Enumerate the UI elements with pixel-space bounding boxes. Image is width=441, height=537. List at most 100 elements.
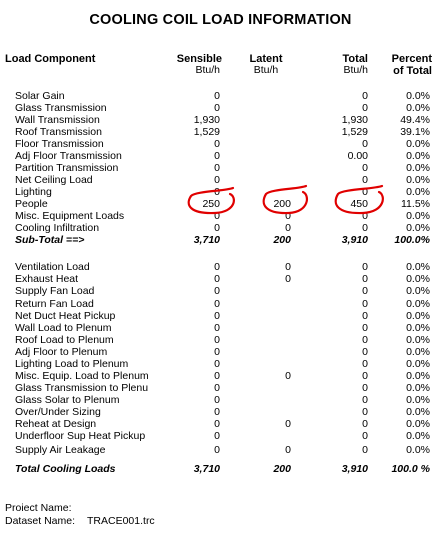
sensible-value: 0 xyxy=(214,285,220,297)
latent-value: 0 xyxy=(285,210,291,222)
percent-value: 0.0% xyxy=(406,444,430,456)
total-value: 1,930 xyxy=(341,114,368,126)
row-label: People xyxy=(15,198,48,210)
row-label: Misc. Equip. Load to Plenum xyxy=(15,370,149,382)
total-value: 0 xyxy=(362,394,368,406)
sensible-value: 250 xyxy=(202,198,220,210)
row-label: Wall Transmission xyxy=(15,114,100,126)
sensible-value: 0 xyxy=(214,370,220,382)
sensible-value: 0 xyxy=(214,222,220,234)
sensible-value: 3,710 xyxy=(193,234,220,246)
row-label: Ventilation Load xyxy=(15,261,90,273)
total-highlight-circle xyxy=(334,184,384,215)
sensible-value: 0 xyxy=(214,418,220,430)
total-value: 0 xyxy=(362,162,368,174)
total-value: 0 xyxy=(362,334,368,346)
percent-value: 0.0% xyxy=(406,273,430,285)
percent-value: 0.0% xyxy=(406,430,430,442)
total-value: 0 xyxy=(362,298,368,310)
percent-value: 100.0% xyxy=(394,234,430,246)
percent-value: 0.0% xyxy=(406,210,430,222)
percent-value: 0.0% xyxy=(406,394,430,406)
percent-value: 0.0% xyxy=(406,222,430,234)
percent-value: 0.0% xyxy=(406,370,430,382)
latent-highlight-circle xyxy=(262,184,309,215)
sensible-value: 0 xyxy=(214,102,220,114)
percent-value: 0.0% xyxy=(406,382,430,394)
total-value: 1,529 xyxy=(341,126,368,138)
total-value: 0 xyxy=(362,406,368,418)
latent-value: 0 xyxy=(285,222,291,234)
percent-value: 0.0% xyxy=(406,90,430,102)
latent-value: 0 xyxy=(285,370,291,382)
sensible-value: 0 xyxy=(214,174,220,186)
total-value: 0 xyxy=(362,322,368,334)
header-total: Total xyxy=(342,53,368,65)
sensible-value: 0 xyxy=(214,261,220,273)
latent-value: 200 xyxy=(273,463,291,475)
percent-value: 11.5% xyxy=(401,198,430,210)
percent-value: 0.0% xyxy=(406,346,430,358)
sensible-value: 0 xyxy=(214,186,220,198)
sensible-value: 0 xyxy=(214,346,220,358)
percent-value: 100.0 % xyxy=(391,463,430,475)
dataset-name-label: Dataset Name: xyxy=(5,515,76,527)
sensible-value: 0 xyxy=(214,334,220,346)
percent-value: 0.0% xyxy=(406,150,430,162)
row-label: Roof Transmission xyxy=(15,126,102,138)
row-label: Exhaust Heat xyxy=(15,273,79,285)
total-value: 0 xyxy=(362,174,368,186)
sensible-value: 0 xyxy=(214,273,220,285)
row-label: Adj Floor Transmission xyxy=(15,150,122,162)
total-value: 0 xyxy=(362,186,368,198)
header-sensible: Sensible xyxy=(176,53,222,65)
percent-value: 0.0% xyxy=(406,334,430,346)
sensible-value: 0 xyxy=(214,382,220,394)
row-label: Glass Transmission xyxy=(15,102,107,114)
row-label: Supply Air Leakage xyxy=(15,444,106,456)
row-label: Underfloor Sup Heat Pickup xyxy=(15,430,146,442)
total-value: 0 xyxy=(362,138,368,150)
total-value: 0 xyxy=(362,310,368,322)
sensible-value: 0 xyxy=(214,358,220,370)
total-value: 450 xyxy=(350,198,368,210)
report-title: COOLING COIL LOAD INFORMATION xyxy=(89,12,352,28)
percent-value: 0.0% xyxy=(406,102,430,114)
latent-value: 0 xyxy=(285,444,291,456)
percent-value: 0.0% xyxy=(406,322,430,334)
percent-value: 0.0% xyxy=(406,174,430,186)
sensible-value: 0 xyxy=(214,138,220,150)
sensible-value: 0 xyxy=(214,162,220,174)
row-label: Return Fan Load xyxy=(15,298,94,310)
total-value: 0 xyxy=(362,90,368,102)
row-label: Over/Under Sizing xyxy=(15,406,101,418)
row-label: Net Ceiling Load xyxy=(15,174,93,186)
header-percent-unit: of Total xyxy=(393,65,432,77)
header-latent-unit: Btu/h xyxy=(253,64,279,76)
sensible-value: 0 xyxy=(214,406,220,418)
total-value: 0 xyxy=(362,430,368,442)
total-value: 0 xyxy=(362,261,368,273)
latent-value: 0 xyxy=(285,261,291,273)
percent-value: 0.0% xyxy=(406,285,430,297)
row-label: Floor Transmission xyxy=(15,138,104,150)
row-label: Adj Floor to Plenum xyxy=(15,346,108,358)
project-name-label: Proiect Name: xyxy=(5,502,72,514)
sensible-value: 0 xyxy=(214,298,220,310)
sensible-value: 0 xyxy=(214,444,220,456)
row-label: Total Cooling Loads xyxy=(15,463,116,475)
latent-value: 0 xyxy=(285,418,291,430)
row-label: Sub-Total ==> xyxy=(15,234,85,246)
row-label: Cooling Infiltration xyxy=(15,222,100,234)
dataset-name-value: TRACE001.trc xyxy=(87,515,155,527)
row-label: Misc. Equipment Loads xyxy=(15,210,125,222)
row-label: Lighting xyxy=(15,186,52,198)
percent-value: 0.0% xyxy=(406,186,430,198)
row-label: Roof Load to Plenum xyxy=(15,334,114,346)
total-value: 0 xyxy=(362,346,368,358)
total-value: 0 xyxy=(362,370,368,382)
percent-value: 0.0% xyxy=(406,358,430,370)
percent-value: 0.0% xyxy=(406,418,430,430)
row-label: Net Duct Heat Pickup xyxy=(15,310,116,322)
percent-value: 0.0% xyxy=(406,261,430,273)
